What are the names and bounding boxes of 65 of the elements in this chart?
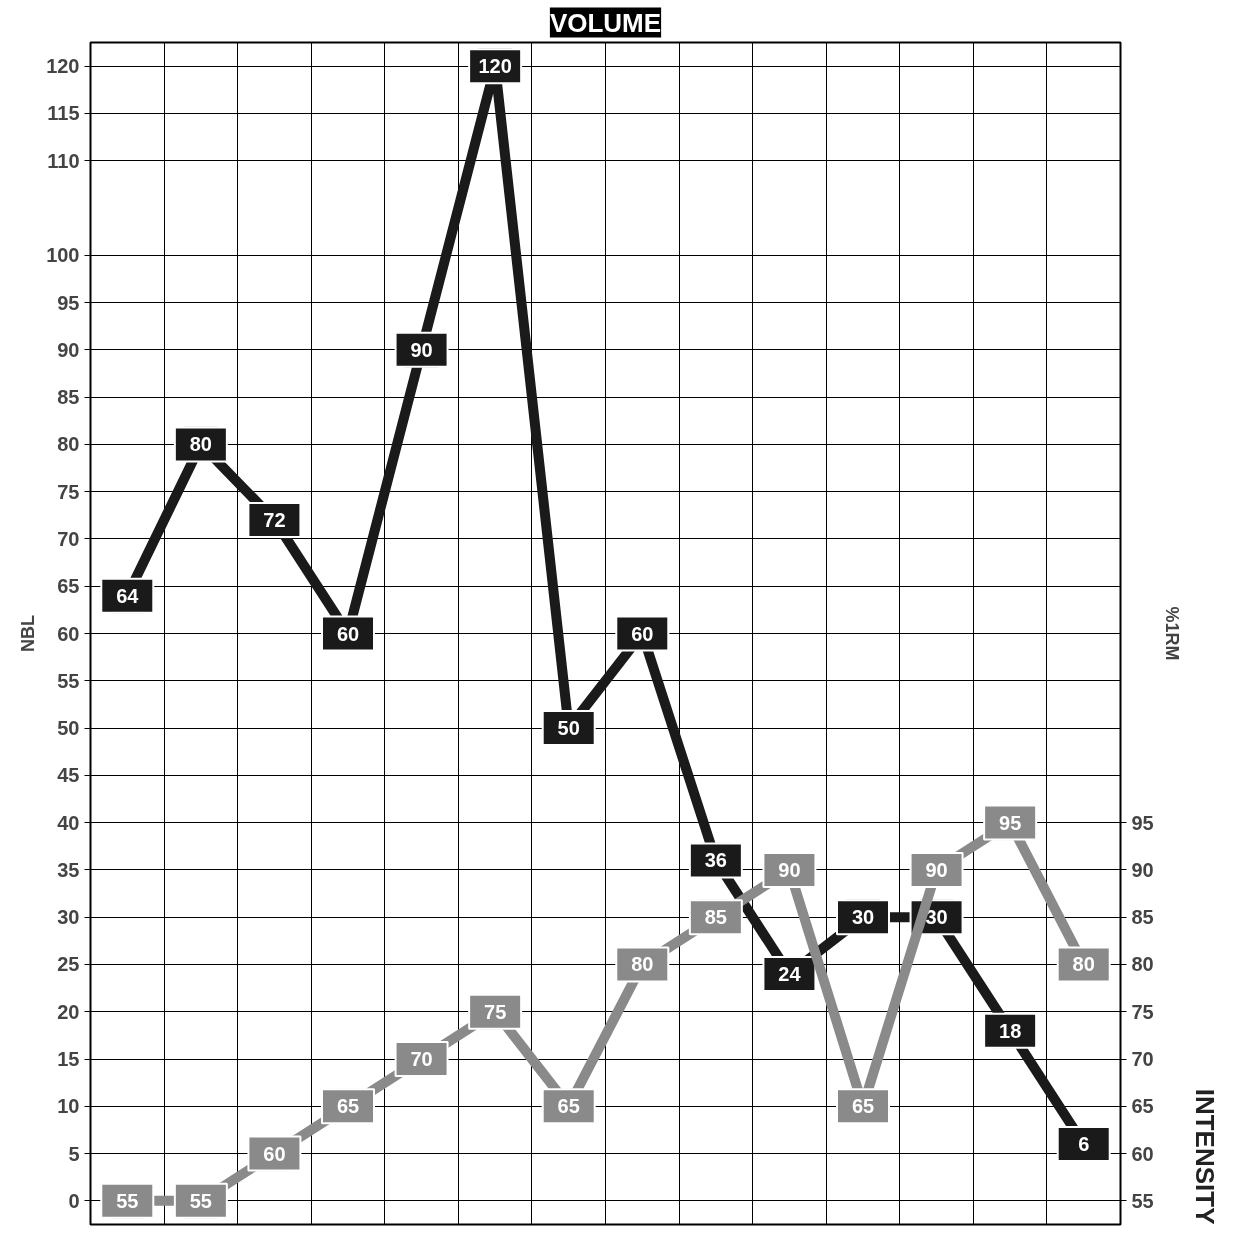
y-tick-label: 25 [57,953,80,976]
data-label: 30 [851,906,875,929]
data-label: 80 [1072,953,1095,976]
data-label: 60 [631,622,654,645]
data-label: 64 [116,584,140,607]
y-tick-label: 10 [57,1095,80,1118]
y2-tick-label: 65 [1131,1095,1154,1118]
y-tick-label: 15 [57,1048,80,1071]
y-tick-label: 95 [57,291,80,314]
y2-tick-label: 70 [1131,1048,1154,1071]
data-label: 90 [925,858,948,881]
y-tick-label: 115 [47,102,80,125]
data-label: 80 [189,433,212,456]
y-tick-label: 65 [57,575,80,598]
data-label: 65 [336,1095,360,1118]
y-tick-label: 45 [57,764,80,787]
chart-title: VOLUME [549,7,662,38]
data-label: 6 [1078,1133,1090,1156]
y2-tick-label: 80 [1131,953,1154,976]
y-tick-label: 5 [68,1142,80,1165]
y-tick-label: 100 [46,244,80,267]
y-tick-label: 60 [57,622,80,645]
y2-tick-label: 90 [1131,858,1154,881]
data-label: 18 [999,1019,1022,1042]
data-label: 90 [778,858,801,881]
data-label: 90 [410,338,433,361]
data-label: 60 [336,622,360,645]
data-label: 95 [999,811,1022,834]
data-label: 50 [557,717,580,740]
data-label: 30 [925,906,948,929]
y-tick-label: 20 [57,1000,80,1023]
data-label: 75 [484,1000,507,1023]
y-tick-label: 30 [57,906,80,929]
data-label: 60 [263,1142,286,1165]
data-label: 65 [557,1095,580,1118]
y-tick-label: 120 [46,55,80,78]
data-label: 85 [704,906,727,929]
data-label: 120 [478,55,512,78]
y2-tick-label: 75 [1131,1000,1154,1023]
data-label: 72 [263,509,286,532]
y-tick-label: 0 [68,1189,80,1212]
data-label: 55 [189,1189,212,1212]
data-label: 36 [704,849,727,872]
y-axis-title: NBL [18,615,39,652]
y-tick-label: 55 [57,669,80,692]
data-label: 80 [631,953,654,976]
y-tick-label: 85 [57,386,80,409]
text: INTENSITY [1189,1088,1220,1225]
data-label: 70 [410,1048,433,1071]
y-tick-label: 110 [47,149,80,172]
y-tick-label: 70 [57,527,80,550]
data-label: 65 [851,1095,875,1118]
y-tick-label: 40 [57,811,80,834]
y2-tick-label: 60 [1131,1142,1154,1165]
y-tick-label: 35 [57,858,80,881]
data-label: 24 [778,962,802,985]
y-tick-label: 50 [57,717,80,740]
y-tick-label: 75 [57,480,80,503]
y-tick-label: 90 [57,338,80,361]
y2-axis-title: %1RM [1161,606,1182,661]
data-label: 55 [116,1189,139,1212]
y2-tick-label: 55 [1131,1189,1154,1212]
y2-tick-label: 85 [1131,906,1154,929]
y2-tick-label: 95 [1131,811,1154,834]
y-tick-label: 80 [57,433,80,456]
